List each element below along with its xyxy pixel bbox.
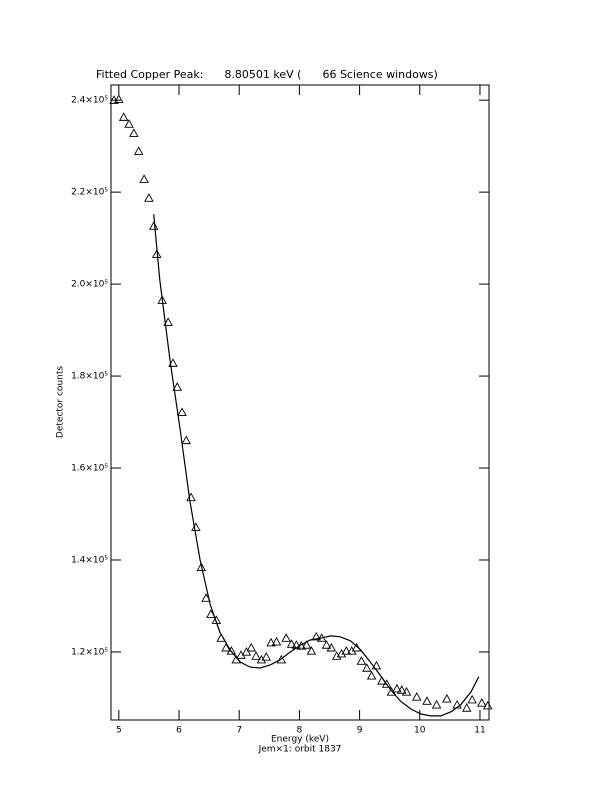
data-point	[246, 642, 257, 652]
data-point	[114, 94, 124, 103]
data-point	[467, 694, 477, 704]
data-point	[336, 648, 347, 658]
data-point	[311, 631, 322, 641]
data-point	[226, 646, 237, 655]
data-point	[412, 692, 422, 701]
y-axis-label: Detector counts	[56, 366, 66, 438]
data-point	[431, 699, 442, 709]
data-point	[163, 317, 173, 326]
data-point	[396, 685, 407, 694]
data-point	[261, 652, 272, 661]
data-point	[381, 679, 392, 688]
plot-frame	[110, 84, 490, 721]
y-tick-label: 2.4×10⁵	[71, 96, 108, 106]
y-tick-label: 1.4×10⁵	[71, 555, 108, 565]
data-point	[124, 119, 134, 128]
data-point	[442, 693, 452, 703]
x-tick-label: 11	[474, 726, 485, 736]
data-point	[241, 647, 252, 656]
data-point	[144, 193, 154, 202]
y-tick-label: 2.2×10⁵	[71, 188, 108, 198]
data-point	[362, 663, 372, 672]
data-point	[177, 407, 187, 417]
x-tick-label: 9	[357, 726, 363, 736]
data-point	[251, 651, 261, 660]
y-tick-label: 1.8×10⁵	[71, 372, 108, 382]
y-tick-label: 1.2×10⁵	[71, 647, 108, 657]
data-point	[301, 640, 312, 649]
data-point	[157, 295, 167, 304]
data-point	[286, 639, 297, 648]
x-axis-label: Energy (keV)	[271, 735, 329, 745]
data-point	[256, 654, 267, 664]
data-point	[181, 435, 192, 445]
data-point	[306, 646, 317, 655]
data-point	[281, 633, 291, 642]
data-point	[326, 642, 337, 652]
data-point	[118, 112, 129, 121]
data-point	[276, 654, 287, 664]
x-tick-label: 6	[176, 726, 182, 736]
data-point	[371, 660, 382, 670]
data-point	[341, 646, 352, 655]
chart-title: Fitted Copper Peak: 8.80501 keV ( 66 Sci…	[96, 68, 438, 81]
y-tick-label: 1.6×10⁵	[71, 464, 108, 474]
data-point	[366, 670, 377, 680]
x-tick-label: 5	[116, 726, 122, 736]
data-point	[422, 696, 432, 705]
data-point	[321, 640, 332, 649]
data-point	[477, 698, 487, 707]
y-tick-label: 2.0×10⁵	[71, 280, 108, 290]
data-point	[392, 683, 402, 693]
x-tick-label: 10	[414, 726, 426, 736]
fit-line	[153, 214, 480, 717]
data-point	[196, 562, 207, 571]
data-point	[461, 703, 472, 712]
data-point	[151, 249, 162, 258]
data-point	[129, 128, 139, 137]
x-tick-label: 7	[236, 726, 242, 736]
data-point	[483, 700, 493, 710]
data-point	[356, 656, 367, 665]
subtitle: Jem×1: orbit 1837	[258, 745, 342, 755]
data-point	[401, 687, 412, 696]
data-point	[139, 174, 149, 183]
data-point	[133, 146, 144, 155]
x-tick-label: 8	[297, 726, 303, 736]
data-point	[172, 382, 182, 391]
data-point	[271, 636, 282, 646]
data-point	[148, 221, 159, 230]
data-point	[266, 637, 276, 647]
